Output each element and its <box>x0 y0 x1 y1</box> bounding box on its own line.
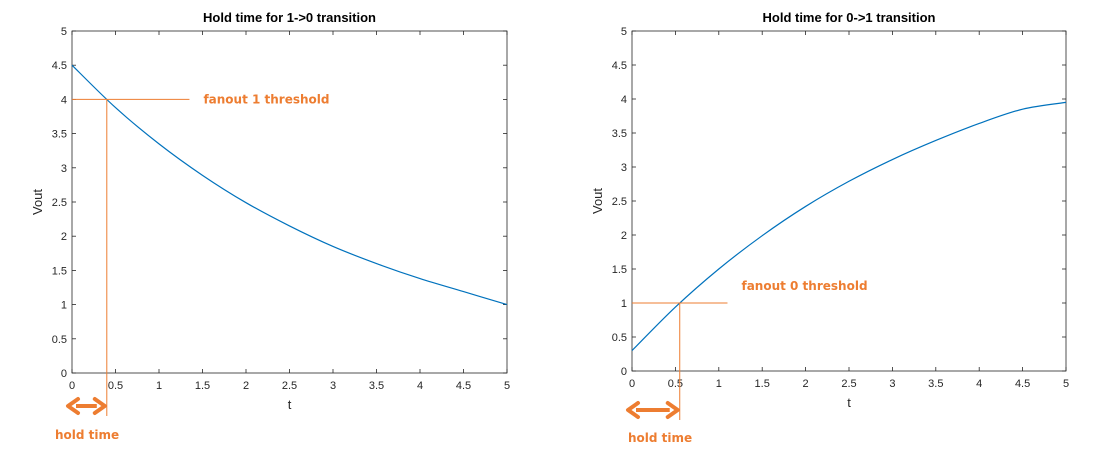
y-tick-label: 3 <box>621 162 627 174</box>
chart-title: Hold time for 0->1 transition <box>763 10 936 25</box>
x-tick-label: 4 <box>417 380 423 392</box>
y-tick-label: 5 <box>621 26 627 38</box>
chart-panel-1: 0 0.5 1 1.5 2 2.5 3 3.5 4 4.5 5 0 0.5 1 1.5 2 2.5 3 3.5 4 4.… <box>30 10 510 442</box>
y-tick-label: 4 <box>621 94 627 106</box>
axes-box <box>631 30 1067 372</box>
x-tick-label: 2.5 <box>282 380 297 392</box>
hold-time-arrow-left-head <box>66 397 80 415</box>
y-tick-label: 0 <box>61 368 67 380</box>
x-tick-label: 5 <box>1063 378 1069 390</box>
x-tick-label: 2 <box>803 378 809 390</box>
y-tick-label: 5 <box>61 26 67 38</box>
y-tick-label: 2.5 <box>52 197 67 209</box>
x-tick-label: 4 <box>976 378 982 390</box>
y-tick-label: 1 <box>61 300 67 312</box>
x-tick-label: 1.5 <box>195 380 210 392</box>
y-tick-label: 3 <box>61 163 67 175</box>
x-tick-label: 0 <box>69 380 75 392</box>
axes-box <box>71 30 508 374</box>
y-tick-label: 2 <box>621 230 627 242</box>
y-tick-label: 0.5 <box>52 334 67 346</box>
x-tick-label: 1.5 <box>755 378 770 390</box>
x-tick-label: 0 <box>629 378 635 390</box>
x-tick-label: 3.5 <box>928 378 943 390</box>
x-tick-label: 3 <box>330 380 336 392</box>
x-tick-label: 2.5 <box>841 378 856 390</box>
threshold-label: fanout 0 threshold <box>741 279 867 293</box>
x-tick-label: 4.5 <box>456 380 471 392</box>
y-axis-label: Vout <box>30 189 45 215</box>
y-tick-label: 1.5 <box>612 264 627 276</box>
y-tick-label: 3.5 <box>612 128 627 140</box>
x-tick-label: 0.5 <box>108 380 123 392</box>
x-tick-label: 3 <box>889 378 895 390</box>
hold-time-arrow-right-head <box>665 401 680 419</box>
y-tick-label: 4 <box>61 94 67 106</box>
x-tick-label: 2 <box>243 380 249 392</box>
hold-time-label: hold time <box>628 431 692 445</box>
threshold-label: fanout 1 threshold <box>203 92 329 106</box>
y-tick-label: 2.5 <box>612 196 627 208</box>
hold-time-label: hold time <box>55 428 119 442</box>
x-tick-label: 3.5 <box>369 380 384 392</box>
x-axis-label: t <box>288 397 292 412</box>
y-tick-label: 0 <box>621 366 627 378</box>
y-tick-label: 4.5 <box>612 60 627 72</box>
x-axis-label: t <box>847 395 851 410</box>
series-line-1 <box>71 64 508 306</box>
chart-title: Hold time for 1->0 transition <box>203 10 376 25</box>
y-tick-label: 4.5 <box>52 60 67 72</box>
y-axis-label: Vout <box>590 188 605 214</box>
hold-time-arrow-left-head <box>626 401 640 419</box>
series-line-1 <box>631 101 1067 352</box>
x-tick-label: 5 <box>504 380 510 392</box>
y-tick-label: 0.5 <box>612 332 627 344</box>
x-tick-label: 1 <box>156 380 162 392</box>
chart-panel-2: 0 0.5 1 1.5 2 2.5 3 3.5 4 4.5 5 0 0.5 1 1.5 2 2.5 3 3.5 4 4.… <box>590 10 1069 445</box>
y-tick-label: 3.5 <box>52 129 67 141</box>
x-tick-label: 4.5 <box>1015 378 1030 390</box>
hold-time-arrow-right-head <box>92 397 107 415</box>
y-tick-label: 2 <box>61 231 67 243</box>
x-tick-label: 0.5 <box>668 378 683 390</box>
y-tick-label: 1.5 <box>52 265 67 277</box>
y-tick-label: 1 <box>621 298 627 310</box>
x-tick-label: 1 <box>716 378 722 390</box>
